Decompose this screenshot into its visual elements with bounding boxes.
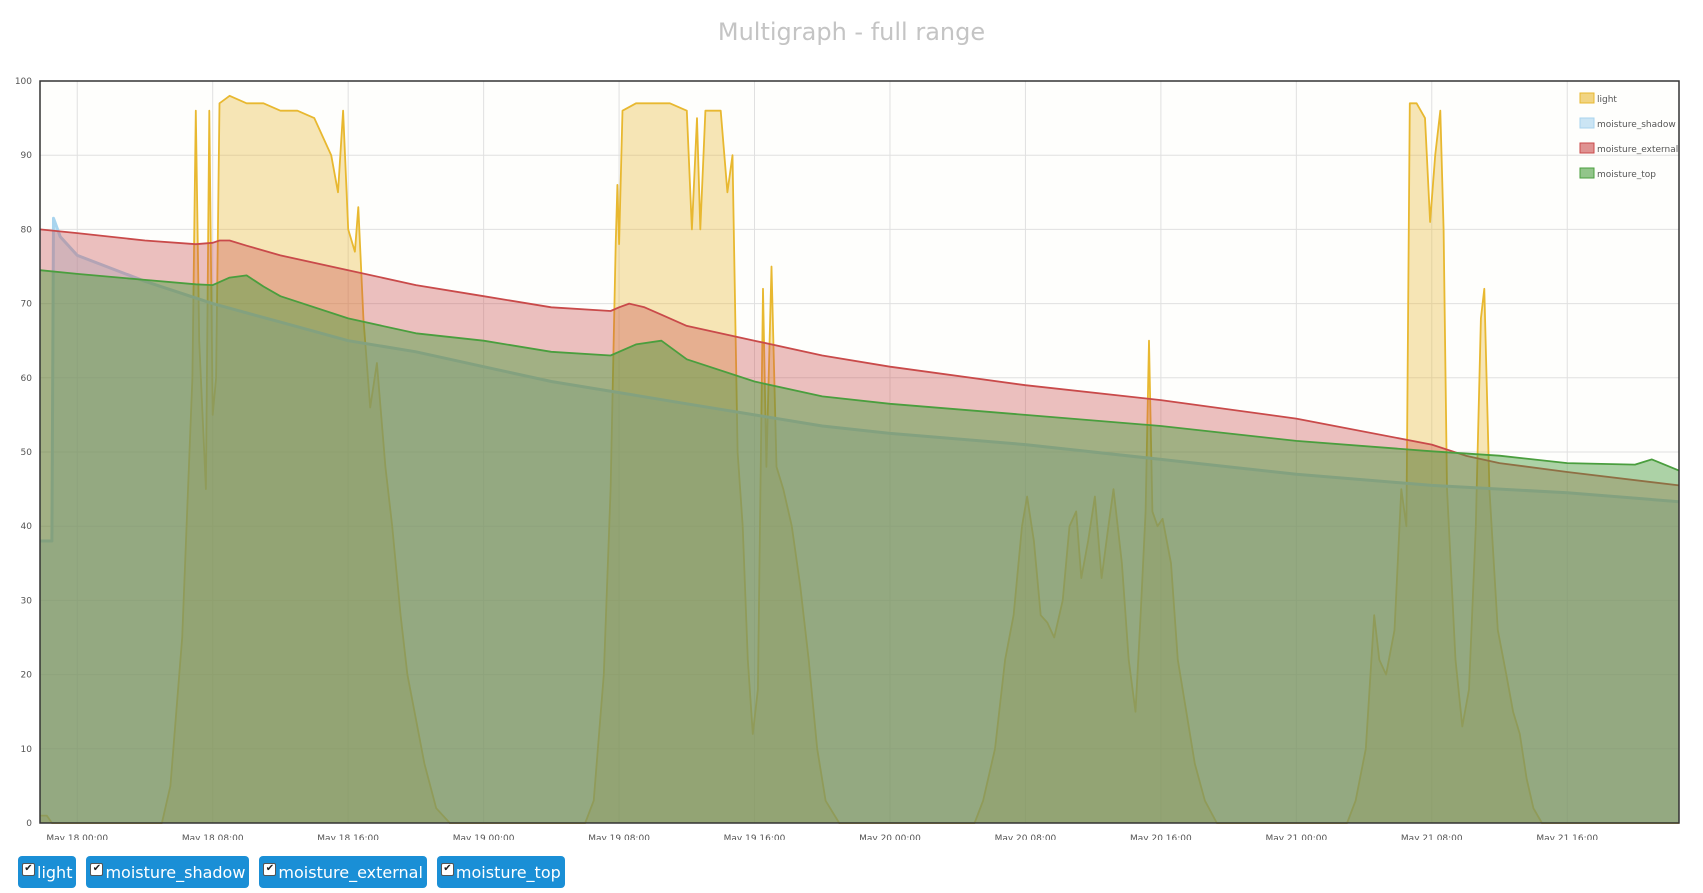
series-line-moisture_shadow [40,216,1680,543]
y-tick-label: 10 [21,745,33,755]
x-tick-label: May 21 16:00 [1536,834,1598,840]
legend-label-moisture_external: moisture_external [1597,145,1678,155]
page-title: Multigraph - full range [717,18,986,46]
plot-border [39,80,1680,824]
series-area-light [40,95,1679,824]
series-area-moisture_top [40,270,1679,823]
y-tick-label: 80 [21,225,33,235]
y-tick-label: 100 [15,77,32,87]
x-axis-ticks: May 18 00:00 May 18 08:00 May 18 16:00 May … [46,834,1598,840]
toggle-moisture_shadow[interactable]: ✔ moisture_shadow [86,856,250,888]
toggle-label: moisture_top [455,862,561,882]
x-tick-label: May 20 08:00 [995,834,1057,840]
y-tick-label: 0 [26,819,32,829]
legend-swatch-moisture_top [1579,167,1595,179]
x-tick-label: May 18 08:00 [182,834,244,840]
x-tick-label: May 19 08:00 [588,834,650,840]
y-tick-label: 50 [21,448,33,458]
toggle-label: light [37,862,73,882]
checkbox-light[interactable]: ✔ [22,862,35,876]
checkbox-moisture_shadow[interactable]: ✔ [90,862,104,876]
checkbox-moisture_top[interactable]: ✔ [440,862,454,876]
x-tick-label: May 19 16:00 [724,834,786,840]
series-line-moisture_top [39,269,1680,472]
x-tick-label: May 21 08:00 [1401,834,1463,840]
legend-label-moisture_top: moisture_top [1597,170,1656,180]
y-tick-label: 40 [21,522,33,532]
axis-frame [39,80,1680,824]
toggle-moisture_top[interactable]: ✔ moisture_top [436,856,565,888]
x-tick-label: May 18 00:00 [46,834,108,840]
toggle-label: moisture_external [278,862,423,882]
series-line-moisture_external [39,228,1680,487]
y-axis-ticks: 0 10 20 30 40 50 60 70 80 90 100 [15,77,32,829]
legend-label-moisture_shadow: moisture_shadow [1597,120,1676,130]
checkbox-moisture_external[interactable]: ✔ [263,862,277,876]
toggle-moisture_external[interactable]: ✔ moisture_external [259,856,427,888]
toggle-label: moisture_shadow [105,862,246,882]
x-tick-label: May 20 16:00 [1130,834,1192,840]
toggle-light[interactable]: ✔ light [18,856,77,888]
x-tick-label: May 20 00:00 [859,834,921,840]
y-tick-label: 70 [21,300,33,310]
legend: light moisture_shadow moisture_externalmoi… [1579,92,1678,180]
series-area-moisture_external [40,229,1679,823]
legend-swatch-moisture_shadow [1579,117,1595,129]
series-toggles: ✔ light ✔ moisture_shadow ✔ moisture_external… [18,856,565,888]
series-area-moisture_shadow [40,218,1679,824]
legend-label-light: light [1597,95,1617,105]
grid-lines [40,80,1679,824]
y-tick-label: 30 [21,596,33,606]
x-tick-label: May 18 16:00 [317,834,379,840]
y-tick-label: 20 [21,671,33,681]
legend-swatch-light [1579,92,1595,104]
series-layer [39,94,1680,824]
x-tick-label: May 19 00:00 [453,834,515,840]
y-tick-label: 90 [21,151,33,161]
y-tick-label: 60 [21,374,33,384]
legend-swatch-moisture_external [1579,142,1595,154]
x-tick-label: May 21 00:00 [1265,834,1327,840]
series-line-light [40,94,1679,824]
